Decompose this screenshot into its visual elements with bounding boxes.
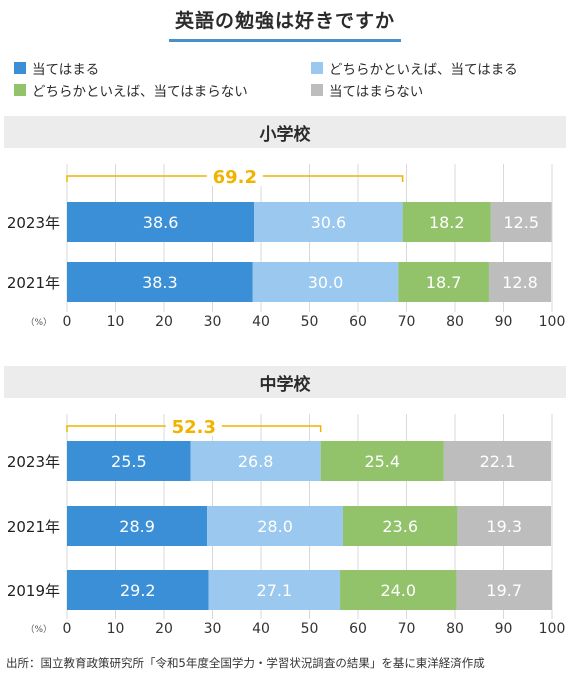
chart-elementary: 2023年 38.6 30.6 18.2 12.5 2021年 38.3 30.0 18.7 12… (7, 164, 566, 330)
data-label: 30.6 (311, 213, 347, 232)
legend-label-3: どちらかといえば、当てはまらない (32, 84, 248, 100)
bar-segment (402, 202, 491, 242)
bar-segment (67, 262, 253, 302)
data-label: 25.5 (111, 452, 147, 471)
x-tick-label: 50 (301, 314, 319, 330)
bar-segment (457, 506, 552, 546)
x-tick-label: 50 (301, 621, 319, 637)
legend-label-2: どちらかといえば、当てはまる (329, 62, 518, 78)
data-label: 18.2 (429, 213, 465, 232)
bar-segment (67, 570, 209, 610)
legend-item-2: どちらかといえば、当てはまる (311, 58, 518, 78)
axis-unit-label: （%） (25, 317, 52, 328)
legend-label-4: 当てはまらない (329, 84, 424, 100)
annotation-bg (206, 164, 263, 186)
data-label: 27.1 (257, 581, 293, 600)
bar-segment (342, 506, 458, 546)
bar-segment (443, 441, 552, 481)
data-label: 38.6 (143, 213, 179, 232)
x-tick-label: 100 (539, 314, 566, 330)
bar-segment (252, 262, 399, 302)
annotation-label: 52.3 (172, 417, 216, 438)
source-note: 出所：国立教育政策研究所「令和5年度全国学力・学習状況調査の結果」を基に東洋経済… (6, 656, 485, 670)
x-tick-label: 90 (495, 314, 513, 330)
x-tick-label: 40 (252, 621, 270, 637)
data-label: 23.6 (382, 517, 418, 536)
x-tick-label: 70 (398, 314, 416, 330)
x-tick-label: 30 (204, 314, 222, 330)
data-label: 19.7 (486, 581, 522, 600)
data-label: 29.2 (120, 581, 156, 600)
x-tick-label: 70 (398, 621, 416, 637)
annotation-bg (165, 414, 222, 436)
category-label: 2019年 (7, 582, 60, 600)
bar-segment (320, 441, 444, 481)
data-label: 28.0 (257, 517, 293, 536)
x-tick-label: 30 (204, 621, 222, 637)
x-tick-label: 80 (446, 621, 464, 637)
x-tick-label: 10 (107, 621, 125, 637)
bar-segment (340, 570, 457, 610)
chart-title-wrap: 英語の勉強は好きですか (0, 6, 570, 42)
category-label: 2023年 (7, 214, 60, 232)
section-header-junior-high: 中学校 (4, 366, 566, 398)
x-tick-label: 0 (63, 621, 72, 637)
data-label: 24.0 (380, 581, 416, 600)
legend-item-4: 当てはまらない (311, 80, 423, 100)
legend-swatch-1 (14, 62, 26, 74)
bar-segment (67, 506, 208, 546)
x-tick-label: 90 (495, 621, 513, 637)
data-label: 25.4 (364, 452, 400, 471)
category-label: 2021年 (7, 274, 60, 292)
x-tick-label: 40 (252, 314, 270, 330)
bar-segment (456, 570, 552, 610)
x-tick-label: 20 (155, 621, 173, 637)
chart-junior-high: 2023年 25.5 26.8 25.4 22.1 2021年 28.9 28.0 23.6 19… (7, 414, 566, 637)
x-tick-label: 20 (155, 314, 173, 330)
data-label: 38.3 (142, 273, 178, 292)
category-label: 2023年 (7, 453, 60, 471)
x-tick-label: 0 (63, 314, 72, 330)
data-label: 22.1 (480, 452, 516, 471)
data-label: 28.9 (119, 517, 155, 536)
legend-item-1: 当てはまる (14, 58, 99, 78)
annotation-label: 69.2 (213, 167, 257, 188)
bar-segment (490, 202, 552, 242)
bar-segment (207, 506, 343, 546)
section-header-elementary: 小学校 (4, 116, 566, 148)
bar-segment (488, 262, 552, 302)
chart-title: 英語の勉強は好きですか (168, 6, 401, 42)
x-tick-label: 10 (107, 314, 125, 330)
data-label: 26.8 (238, 452, 274, 471)
category-label: 2021年 (7, 518, 60, 536)
bar-segment (254, 202, 403, 242)
legend-swatch-3 (14, 84, 26, 96)
x-tick-label: 60 (349, 621, 367, 637)
legend-swatch-2 (311, 62, 323, 74)
data-label: 12.5 (503, 213, 539, 232)
data-label: 30.0 (308, 273, 344, 292)
axis-unit-label: （%） (25, 624, 52, 635)
bar-segment (398, 262, 489, 302)
x-tick-label: 60 (349, 314, 367, 330)
data-label: 12.8 (502, 273, 538, 292)
x-tick-label: 100 (539, 621, 566, 637)
bar-segment (67, 202, 255, 242)
bar-segment (67, 441, 191, 481)
data-label: 19.3 (486, 517, 522, 536)
data-label: 18.7 (426, 273, 462, 292)
x-tick-label: 80 (446, 314, 464, 330)
legend-item-3: どちらかといえば、当てはまらない (14, 80, 248, 100)
bar-segment (208, 570, 341, 610)
legend-label-1: 当てはまる (32, 62, 100, 78)
legend-swatch-4 (311, 84, 323, 96)
bar-segment (190, 441, 321, 481)
